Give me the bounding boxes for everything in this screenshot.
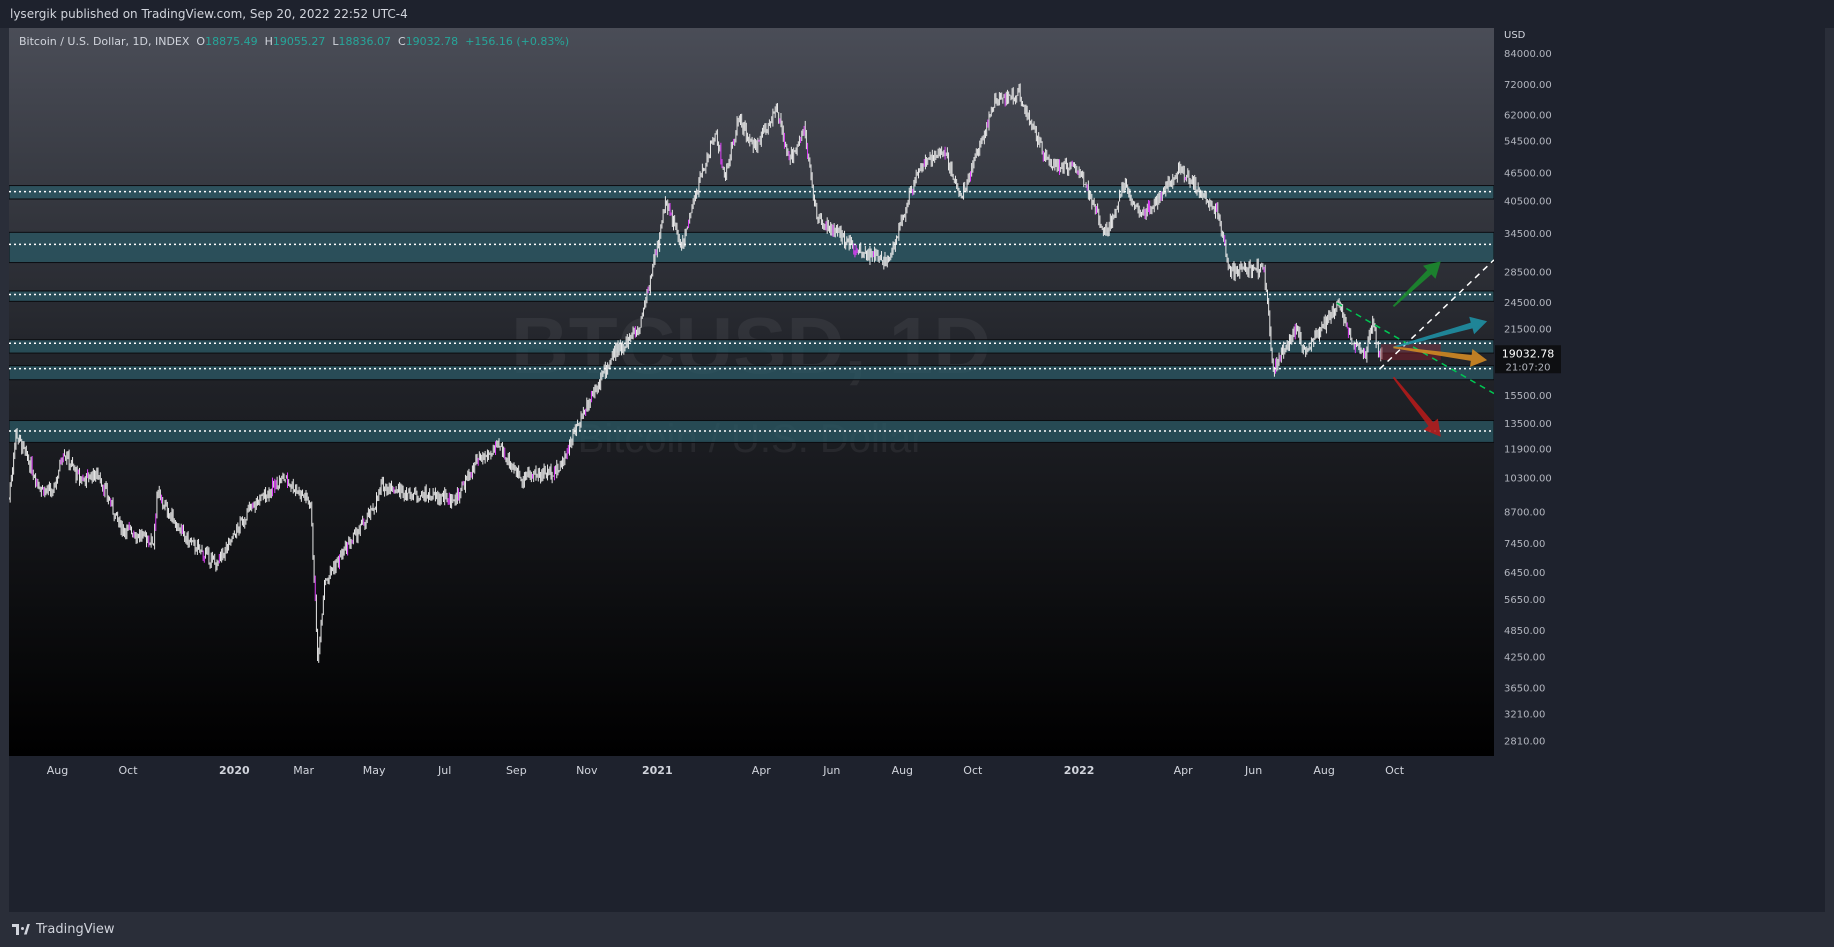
symbol-legend[interactable]: Bitcoin / U.S. Dollar, 1D, INDEX O18875.… — [19, 35, 569, 48]
close-label: C — [398, 35, 406, 48]
x-tick-label: 2022 — [1064, 764, 1095, 777]
y-tick-label: 15500.00 — [1504, 391, 1552, 402]
symbol-text: Bitcoin / U.S. Dollar, 1D, INDEX — [19, 35, 190, 48]
x-tick-label: Oct — [1385, 764, 1405, 777]
time-axis — [9, 756, 1494, 784]
x-tick-label: Aug — [892, 764, 913, 777]
high-label: H — [264, 35, 273, 48]
drawings — [1336, 259, 1495, 437]
currency-label: USD — [1504, 30, 1526, 41]
last-price-label-bg — [1495, 345, 1561, 374]
support-zone — [9, 290, 1495, 302]
tradingview-logo-icon — [12, 923, 30, 936]
x-tick-label: May — [363, 764, 386, 777]
x-tick-label: Aug — [47, 764, 68, 777]
support-zone — [9, 365, 1495, 381]
x-tick-label: 2021 — [642, 764, 673, 777]
support-zone — [9, 231, 1495, 264]
y-tick-label: 3650.00 — [1504, 683, 1545, 694]
open-value: 18875.49 — [205, 35, 258, 48]
y-tick-label: 24500.00 — [1504, 298, 1552, 309]
x-tick-label: Nov — [576, 764, 598, 777]
open-label: O — [196, 35, 206, 48]
y-tick-label: 4850.00 — [1504, 626, 1545, 637]
price-chart-svg[interactable]: BTCUSD, 1D Bitcoin / U.S. Dollar 42315.0… — [9, 28, 1825, 912]
y-tick-label: 54500.00 — [1504, 136, 1552, 147]
publish-info: lysergik published on TradingView.com, S… — [10, 7, 408, 21]
x-tick-label: Apr — [752, 764, 772, 777]
orange-arrow — [1393, 346, 1488, 367]
teal-arrow — [1393, 316, 1488, 349]
y-tick-label: 11900.00 — [1504, 444, 1552, 455]
tradingview-logo[interactable]: TradingView — [12, 912, 115, 947]
trendline — [1336, 302, 1495, 395]
y-tick-label: 84000.00 — [1504, 49, 1552, 60]
y-tick-label: 3210.00 — [1504, 709, 1545, 720]
y-tick-label: 34500.00 — [1504, 229, 1552, 240]
change-value: +156.16 (+0.83%) — [465, 35, 570, 48]
axes: USD 84000.00 72000.00 62000.00 54500.00 46500… — [9, 28, 1825, 784]
last-price-label: 19032.78 — [1502, 347, 1555, 360]
x-tick-label: Oct — [963, 764, 983, 777]
y-tick-label: 5650.00 — [1504, 595, 1545, 606]
x-tick-label: Jun — [822, 764, 840, 777]
x-tick-label: 2020 — [219, 764, 250, 777]
countdown-label: 21:07:20 — [1506, 362, 1551, 373]
x-tick-label: Sep — [506, 764, 527, 777]
low-label: L — [332, 35, 339, 48]
footer-bar: TradingView — [0, 912, 1834, 947]
y-tick-label: 2810.00 — [1504, 736, 1545, 747]
x-tick-label: Mar — [293, 764, 314, 777]
support-zone — [9, 185, 1495, 200]
red-arrow — [1392, 376, 1441, 437]
y-tick-label: 13500.00 — [1504, 419, 1552, 430]
y-tick-label: 6450.00 — [1504, 568, 1545, 579]
low-value: 18836.07 — [338, 35, 392, 48]
y-tick-label: 8700.00 — [1504, 508, 1545, 519]
y-tick-label: 10300.00 — [1504, 473, 1552, 484]
support-zone — [9, 420, 1495, 443]
y-tick-label: 21500.00 — [1504, 325, 1552, 336]
x-tick-label: Jun — [1244, 764, 1262, 777]
y-tick-label: 72000.00 — [1504, 80, 1552, 91]
y-tick-label: 7450.00 — [1504, 539, 1545, 550]
y-tick-label: 40500.00 — [1504, 196, 1552, 207]
y-tick-label: 4250.00 — [1504, 653, 1545, 664]
plot-background — [9, 28, 1494, 756]
x-tick-label: Jul — [437, 764, 451, 777]
candles — [9, 83, 1383, 663]
high-value: 19055.27 — [272, 35, 326, 48]
green-arrow — [1392, 261, 1441, 307]
close-value: 19032.78 — [405, 35, 459, 48]
x-tick-label: Oct — [119, 764, 139, 777]
trendline — [1379, 259, 1495, 370]
support-resistance-zones — [9, 185, 1495, 443]
chart-area[interactable]: BTCUSD, 1D Bitcoin / U.S. Dollar 42315.0… — [9, 28, 1825, 912]
y-tick-label: 28500.00 — [1504, 268, 1552, 279]
y-tick-label: 46500.00 — [1504, 169, 1552, 180]
tradingview-brand: TradingView — [36, 922, 115, 937]
x-tick-label: Aug — [1313, 764, 1334, 777]
publish-header: lysergik published on TradingView.com, S… — [0, 0, 1834, 28]
price-axis — [1494, 28, 1825, 784]
x-tick-label: Apr — [1174, 764, 1194, 777]
y-tick-label: 62000.00 — [1504, 110, 1552, 121]
